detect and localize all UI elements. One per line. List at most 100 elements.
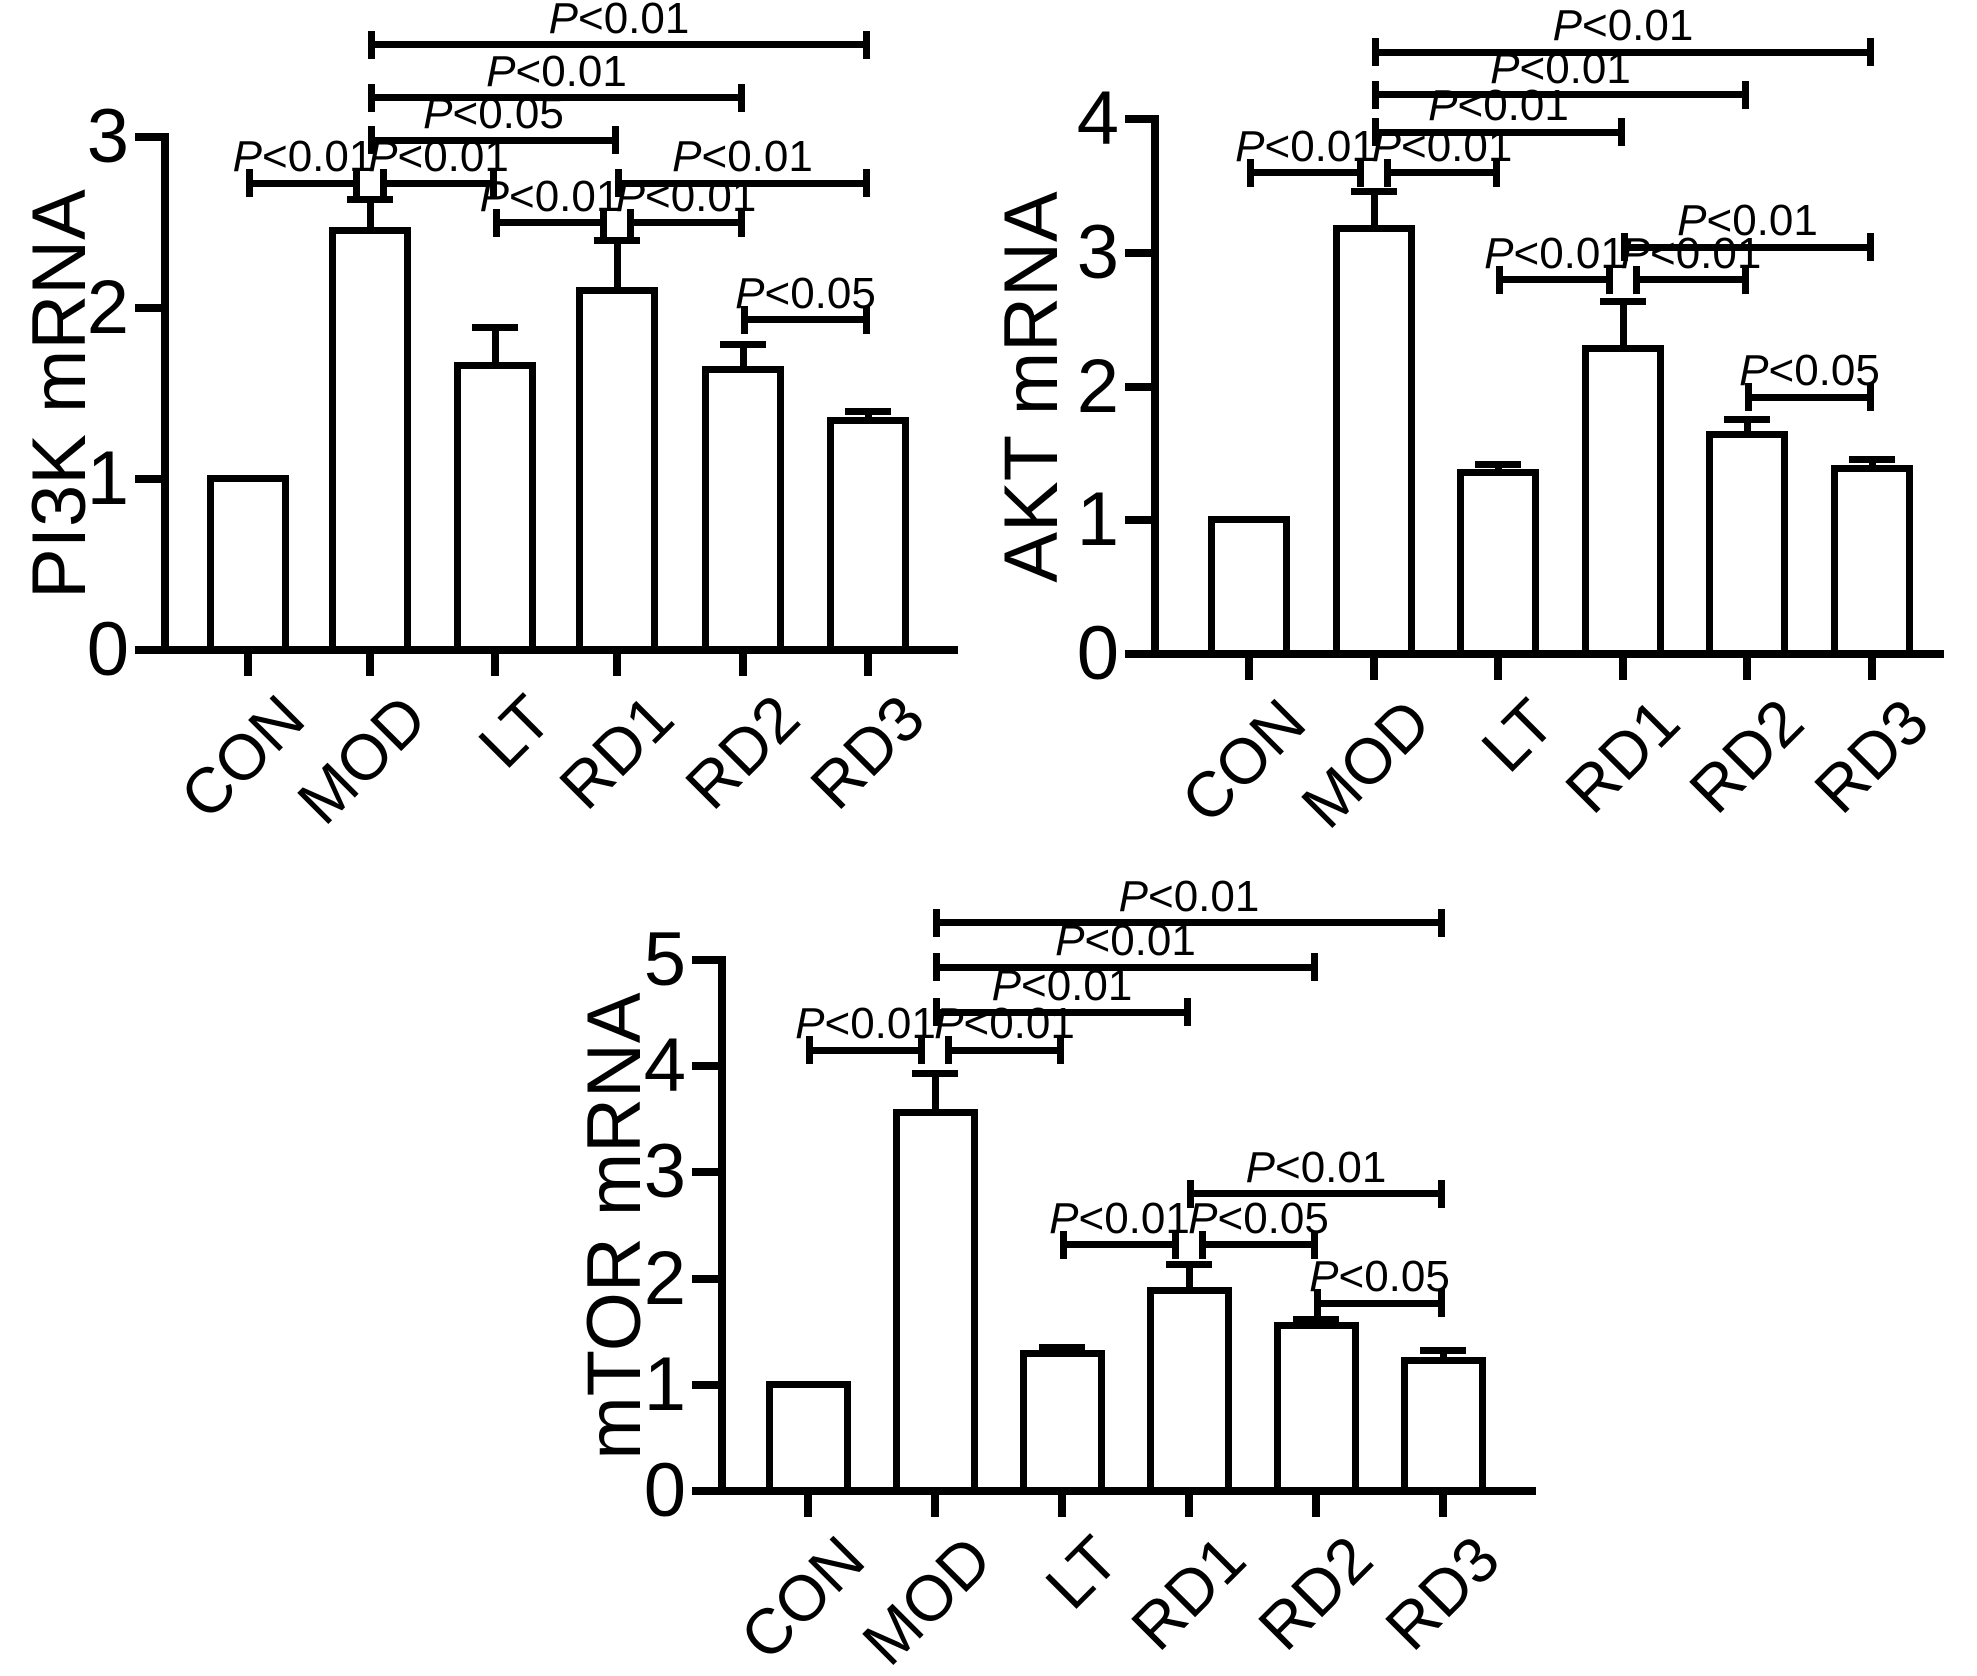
significance-bracket-tick: [1867, 38, 1874, 67]
y-tick-label: 1: [643, 1341, 686, 1427]
significance-bracket: [370, 94, 743, 102]
significance-bracket: [1374, 91, 1747, 99]
significance-label-p: P: [1049, 1193, 1079, 1243]
significance-bracket-tick: [1606, 265, 1613, 294]
significance-label: P<0.01: [1166, 1142, 1466, 1192]
significance-bracket-tick: [1438, 1179, 1445, 1208]
significance-label-p: P: [1677, 196, 1707, 246]
significance-label: P<0.01: [1349, 84, 1649, 128]
bar: [207, 475, 289, 654]
bar: [329, 227, 411, 654]
y-tick-label: 4: [1076, 76, 1119, 161]
significance-bracket-tick: [368, 126, 375, 155]
y-tick-label: 3: [86, 94, 129, 179]
y-tick: [692, 1274, 718, 1283]
significance-bracket-tick: [246, 169, 253, 198]
significance-bracket-tick: [1172, 1230, 1179, 1259]
significance-label-value: <0.05: [1768, 346, 1880, 396]
significance-bracket: [743, 316, 868, 324]
significance-bracket: [1201, 1241, 1316, 1249]
significance-label: P<0.05: [656, 268, 956, 318]
error-bar-cap: [1166, 1260, 1212, 1268]
significance-label-value: <0.01: [1148, 871, 1260, 921]
bar: [892, 1108, 978, 1495]
x-tick: [739, 654, 747, 676]
y-axis: [161, 133, 169, 654]
significance-bracket: [1374, 128, 1623, 136]
error-bar-cap: [472, 323, 518, 331]
x-tick: [1619, 658, 1627, 680]
significance-bracket: [1316, 1299, 1443, 1307]
significance-label: P<0.01: [1156, 124, 1456, 169]
significance-bracket-tick: [615, 169, 622, 198]
y-tick-label: 3: [1076, 209, 1119, 295]
error-bar-stem: [1185, 1263, 1193, 1294]
significance-bracket-tick: [1384, 158, 1391, 187]
significance-bracket-tick: [738, 208, 745, 237]
significance-label-value: <0.01: [1513, 228, 1625, 278]
y-tick: [692, 1062, 718, 1071]
significance-bracket-tick: [1745, 383, 1752, 412]
significance-label: P<0.01: [407, 49, 707, 94]
significance-bracket: [1062, 1241, 1177, 1249]
y-tick: [135, 304, 161, 312]
y-tick-label: 1: [86, 436, 129, 521]
x-tick: [1494, 658, 1502, 680]
significance-bracket: [935, 963, 1316, 971]
significance-label-p: P: [735, 268, 765, 318]
significance-bracket-tick: [1372, 80, 1379, 109]
significance-label: P<0.01: [970, 1193, 1270, 1243]
y-axis: [1151, 115, 1159, 658]
bar: [1400, 1357, 1486, 1495]
bar: [576, 286, 658, 654]
error-bar-cap: [1351, 188, 1397, 196]
y-tick: [1125, 516, 1151, 525]
y-tick-label: 1: [1076, 477, 1119, 563]
significance-bracket-tick: [1867, 233, 1874, 262]
significance-label: P<0.01: [1541, 228, 1841, 278]
significance-label: P<0.05: [1660, 349, 1960, 393]
significance-bracket: [248, 179, 358, 187]
significance-bracket-tick: [1742, 265, 1749, 294]
significance-bracket: [370, 41, 868, 49]
error-bar-cap: [594, 236, 640, 244]
significance-label-p: P: [795, 999, 825, 1049]
significance-bracket: [947, 1046, 1062, 1054]
significance-bracket: [370, 136, 617, 144]
significance-bracket-tick: [933, 953, 940, 982]
y-tick-label: 0: [643, 1448, 686, 1533]
error-bar-cap: [347, 195, 393, 203]
error-bar-cap: [1039, 1343, 1085, 1351]
error-bar-stem: [1058, 1346, 1066, 1356]
significance-bracket-tick: [1496, 265, 1503, 294]
error-bar-cap: [1475, 461, 1521, 469]
significance-label-p: P: [1428, 81, 1458, 131]
error-bar-cap: [1724, 415, 1770, 423]
bar: [1273, 1322, 1359, 1495]
significance-label-value: <0.01: [701, 132, 813, 182]
significance-label-p: P: [479, 171, 509, 221]
significance-bracket-tick: [933, 998, 940, 1027]
significance-bracket: [1386, 169, 1498, 176]
x-tick: [1868, 658, 1876, 680]
y-tick: [692, 956, 718, 964]
error-bar-stem: [1494, 464, 1502, 476]
significance-label-value: <0.05: [1217, 1193, 1329, 1243]
x-tick: [244, 654, 252, 676]
significance-label: P<0.01: [1473, 4, 1773, 48]
bar: [1146, 1287, 1232, 1495]
significance-bracket-tick: [368, 83, 375, 112]
error-bar-stem: [739, 343, 747, 372]
significance-label: P<0.01: [153, 135, 453, 179]
x-tick: [864, 654, 872, 676]
y-tick-label: 5: [643, 917, 686, 1002]
x-tick: [1743, 658, 1751, 680]
significance-bracket-tick: [600, 208, 607, 237]
significance-label-p: P: [1245, 1142, 1275, 1192]
significance-bracket-tick: [1314, 1289, 1321, 1318]
significance-label-value: <0.01: [1650, 228, 1762, 278]
y-tick-label: 2: [643, 1235, 686, 1321]
